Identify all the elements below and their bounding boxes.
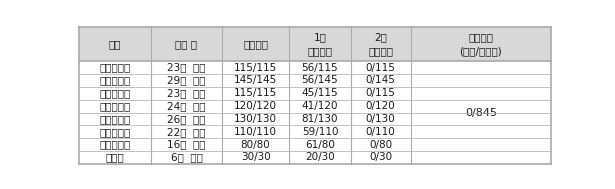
Text: 29개  제품: 29개 제품 <box>167 75 206 85</box>
Text: 61/80: 61/80 <box>305 140 335 150</box>
Text: 0/130: 0/130 <box>366 114 395 124</box>
Text: 시료 수: 시료 수 <box>175 39 197 49</box>
Text: 30/30: 30/30 <box>240 153 271 162</box>
Text: 0/115: 0/115 <box>366 63 395 73</box>
Text: 115/115: 115/115 <box>234 88 277 98</box>
Text: 115/115: 115/115 <box>234 63 277 73</box>
Bar <box>79 27 551 61</box>
Text: 0/120: 0/120 <box>366 101 395 111</box>
Text: 20/30: 20/30 <box>305 153 335 162</box>
Text: 59/110: 59/110 <box>302 127 338 137</box>
Text: 41/120: 41/120 <box>302 101 338 111</box>
Text: 0/110: 0/110 <box>366 127 395 137</box>
Text: 0/30: 0/30 <box>369 153 392 162</box>
Bar <box>79 151 551 164</box>
Text: 81/130: 81/130 <box>302 114 338 124</box>
Text: 지역: 지역 <box>109 39 121 49</box>
Text: 부산광역시: 부산광역시 <box>100 75 130 85</box>
Text: 2차: 2차 <box>375 33 387 43</box>
Text: 1차: 1차 <box>314 33 327 43</box>
Text: 22개  제품: 22개 제품 <box>167 127 206 137</box>
Bar <box>79 87 551 100</box>
Text: 0/145: 0/145 <box>366 75 395 85</box>
Text: 6개  제품: 6개 제품 <box>170 153 202 162</box>
Text: 120/120: 120/120 <box>234 101 277 111</box>
Text: 증균배양: 증균배양 <box>243 39 268 49</box>
Text: 45/115: 45/115 <box>301 88 338 98</box>
Text: 16개  제품: 16개 제품 <box>167 140 206 150</box>
Text: 80/80: 80/80 <box>240 140 271 150</box>
Text: 분리배양: 분리배양 <box>368 46 393 56</box>
Text: 0/115: 0/115 <box>366 88 395 98</box>
Text: 145/145: 145/145 <box>234 75 277 85</box>
Text: 울산광역시: 울산광역시 <box>100 63 130 73</box>
Text: 광주광역시: 광주광역시 <box>100 114 130 124</box>
Text: 분리배양: 분리배양 <box>308 46 333 56</box>
Text: 56/115: 56/115 <box>301 63 338 73</box>
Bar <box>79 112 551 125</box>
Text: 서울특별시: 서울특별시 <box>100 127 130 137</box>
Text: 분석결과: 분석결과 <box>468 33 493 43</box>
Text: 56/145: 56/145 <box>301 75 338 85</box>
Text: 0/80: 0/80 <box>369 140 392 150</box>
Text: 대전광역시: 대전광역시 <box>100 101 130 111</box>
Bar <box>79 100 551 112</box>
Text: 110/110: 110/110 <box>234 127 277 137</box>
Text: 경기도: 경기도 <box>106 153 124 162</box>
Bar <box>79 74 551 87</box>
Text: 대구광역시: 대구광역시 <box>100 88 130 98</box>
Bar <box>79 125 551 138</box>
Text: 24개  제품: 24개 제품 <box>167 101 206 111</box>
Text: 23개  제품: 23개 제품 <box>167 63 206 73</box>
Text: (양성/시료수): (양성/시료수) <box>459 46 502 56</box>
Text: 26개  제품: 26개 제품 <box>167 114 206 124</box>
Text: 130/130: 130/130 <box>234 114 277 124</box>
Text: 0/845: 0/845 <box>465 108 497 118</box>
Text: 23개  제품: 23개 제품 <box>167 88 206 98</box>
Bar <box>79 138 551 151</box>
Text: 인천광역시: 인천광역시 <box>100 140 130 150</box>
Bar <box>79 61 551 74</box>
